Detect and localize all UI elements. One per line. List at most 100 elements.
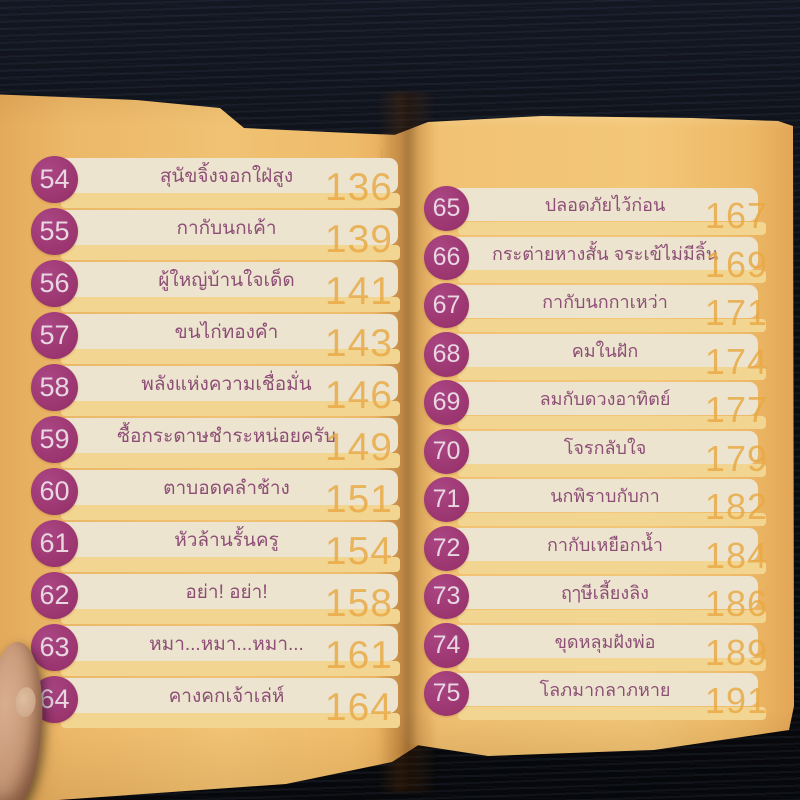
entry-number-badge: 72: [424, 525, 469, 571]
entry-stripe: กากับเหยือกน้ำ: [452, 527, 758, 561]
entry-title: ฤๅษีเลี้ยงลิง: [561, 583, 649, 603]
entry-number: 59: [39, 424, 70, 454]
entry-stripe: ผู้ใหญ่บ้านใจเด็ด: [55, 262, 398, 297]
entry-yellow-band: [61, 453, 400, 468]
entry-yellow-band: [458, 464, 766, 477]
entry-title: กากับนกกาเหว่า: [542, 292, 668, 312]
entry-number-badge: 75: [424, 671, 469, 716]
entry-stripe: ฤๅษีเลี้ยงลิง: [452, 576, 758, 609]
entry-stripe: สุนัขจิ้งจอกใฝ่สูง: [55, 158, 398, 193]
entry-title: ขนไก่ทองคำ: [174, 321, 279, 343]
entry-yellow-band: [61, 193, 400, 208]
toc-entry: ซื้อกระดาษชำระหน่อยครับ 59 149: [31, 415, 400, 468]
entry-number: 54: [39, 164, 70, 194]
entry-yellow-band: [458, 512, 766, 526]
toc-entry: ขนไก่ทองคำ 57 143: [31, 311, 400, 365]
entry-page-number: 146: [324, 374, 393, 417]
entry-number: 55: [39, 216, 70, 246]
entry-title: ขุดหลุมฝังพ่อ: [554, 631, 656, 652]
toc-entry: พลังแห่งความเชื่อมั่น 58 146: [31, 363, 400, 417]
entry-number: 56: [39, 268, 70, 298]
entry-number-badge: 62: [31, 572, 78, 619]
entry-yellow-band: [458, 270, 766, 283]
entry-yellow-band: [61, 297, 400, 312]
entry-number-badge: 68: [424, 331, 469, 377]
entry-number: 70: [432, 436, 461, 465]
entry-title: ปลอดภัยไว้ก่อน: [544, 195, 666, 215]
entry-yellow-band: [458, 609, 766, 623]
entry-title: กากับเหยือกน้ำ: [546, 534, 663, 555]
entry-yellow-band: [458, 367, 766, 380]
entry-page-number: 141: [324, 270, 393, 313]
entry-stripe: นกพิราบกับกา: [452, 479, 758, 512]
entry-number: 64: [39, 684, 70, 714]
entry-stripe: กระต่ายหางสั้น จระเข้ไม่มีลิ้น: [452, 236, 758, 270]
entry-stripe: ขนไก่ทองคำ: [55, 314, 398, 349]
entry-stripe: ขุดหลุมฝังพ่อ: [452, 624, 758, 658]
toc-entry: ลมกับดวงอาทิตย์ 69 177: [424, 380, 770, 429]
entry-page-number: 154: [324, 530, 393, 573]
entry-yellow-band: [61, 661, 400, 676]
entry-number-badge: 69: [424, 380, 469, 425]
entry-page-number: 174: [704, 340, 768, 382]
entry-number: 61: [39, 528, 70, 558]
toc-list-left: สุนัขจิ้งจอกใฝ่สูง 54 136 กากับนกเค้า 55…: [31, 155, 400, 729]
toc-entry: อย่า! อย่า! 62 158: [31, 571, 400, 624]
entry-title: โลภมากลาภหาย: [539, 680, 671, 700]
entry-number: 63: [39, 632, 70, 662]
entry-title: อย่า! อย่า!: [185, 581, 268, 603]
entry-number-badge: 61: [31, 520, 78, 567]
entry-stripe: ปลอดภัยไว้ก่อน: [452, 188, 758, 221]
entry-number-badge: 55: [31, 208, 78, 255]
toc-entry: กากับเหยือกน้ำ 72 184: [424, 525, 770, 574]
entry-number: 75: [432, 679, 461, 707]
entry-yellow-band: [458, 415, 766, 429]
entry-yellow-band: [458, 658, 766, 671]
entry-yellow-band: [61, 557, 400, 572]
entry-page-number: 179: [704, 437, 768, 479]
toc-entry: ตาบอดคลำช้าง 60 151: [31, 467, 400, 521]
toc-entry: คมในฝัก 68 174: [424, 331, 770, 382]
entry-yellow-band: [458, 221, 766, 235]
entry-number-badge: 73: [424, 574, 469, 619]
entry-number: 62: [39, 580, 70, 610]
entry-stripe: ซื้อกระดาษชำระหน่อยครับ: [55, 418, 398, 453]
entry-yellow-band: [458, 561, 766, 574]
toc-entry: ขุดหลุมฝังพ่อ 74 189: [424, 622, 770, 673]
entry-stripe: คางคกเจ้าเล่ห์: [55, 678, 398, 713]
entry-number-badge: 60: [31, 468, 78, 515]
entry-page-number: 143: [324, 322, 393, 365]
entry-title: กระต่ายหางสั้น จระเข้ไม่มีลิ้น: [491, 243, 719, 264]
entry-stripe: อย่า! อย่า!: [55, 574, 398, 609]
entry-page-number: 189: [704, 631, 768, 673]
entry-title: นกพิราบกับกา: [550, 486, 660, 506]
entry-number-badge: 56: [31, 260, 78, 307]
entry-page-number: 164: [324, 686, 393, 729]
entry-title: หมา...หมา...หมา...: [149, 633, 304, 655]
entry-number: 66: [432, 242, 461, 271]
toc-entry: สุนัขจิ้งจอกใฝ่สูง 54 136: [31, 155, 400, 208]
entry-title: หัวล้านรั้นครู: [174, 529, 279, 551]
entry-page-number: 177: [704, 389, 768, 430]
entry-title: ตาบอดคลำช้าง: [163, 477, 290, 499]
entry-title: คมในฝัก: [571, 340, 639, 361]
entry-number-badge: 71: [424, 477, 469, 522]
entry-page-number: 139: [324, 218, 393, 261]
entry-yellow-band: [61, 505, 400, 520]
entry-number: 67: [432, 291, 461, 319]
entry-number-badge: 70: [424, 428, 469, 474]
entry-page-number: 151: [324, 478, 393, 521]
entry-yellow-band: [61, 349, 400, 364]
entry-page-number: 171: [704, 292, 768, 333]
entry-yellow-band: [61, 609, 400, 624]
entry-title: ลมกับดวงอาทิตย์: [539, 389, 671, 409]
entry-number-badge: 59: [31, 416, 78, 463]
toc-list-right: ปลอดภัยไว้ก่อน 65 167 กระต่ายหางสั้น จระ…: [424, 186, 770, 720]
entry-title: สุนัขจิ้งจอกใฝ่สูง: [159, 165, 294, 187]
entry-title: โจรกลับใจ: [563, 437, 647, 458]
entry-page-number: 167: [704, 195, 768, 236]
entry-stripe: กากับนกกาเหว่า: [452, 285, 758, 318]
entry-number: 60: [39, 476, 70, 506]
entry-title: พลังแห่งความเชื่อมั่น: [141, 373, 312, 395]
entry-page-number: 161: [324, 634, 393, 677]
